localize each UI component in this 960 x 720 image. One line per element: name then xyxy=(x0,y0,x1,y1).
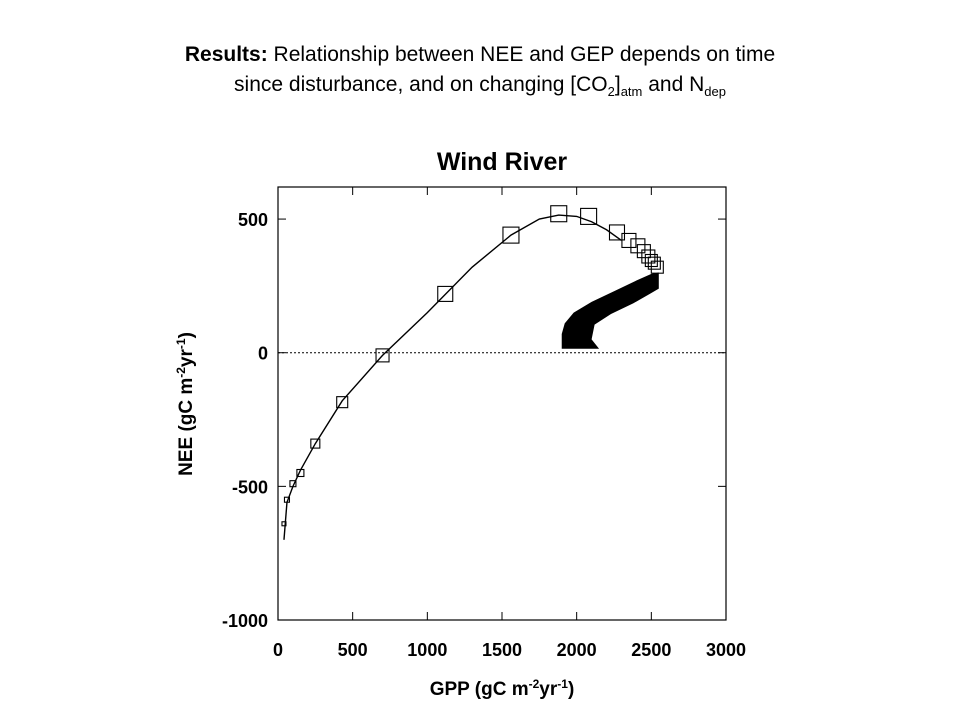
dense-marker-band xyxy=(561,272,659,349)
slide-title-text-2b: ] xyxy=(614,73,621,96)
x-tick-label: 0 xyxy=(273,640,283,660)
chart-title: Wind River xyxy=(437,148,568,176)
y-tick-label: -1000 xyxy=(222,611,268,631)
plot-frame xyxy=(277,186,727,621)
slide-title: Results: Relationship between NEE and GE… xyxy=(0,40,960,107)
slide-title-text-2c: and N xyxy=(642,73,705,96)
slide-title-text-1: Relationship between NEE and GEP depends… xyxy=(273,43,776,66)
y-tick-label: 500 xyxy=(238,210,268,230)
axis-tick-labels: 0 500 1000 1500 2000 2500 3000 500 0 -500 -1000 xyxy=(222,210,746,660)
data-marker xyxy=(550,205,568,223)
x-tick-label: 500 xyxy=(338,640,368,660)
x-tick-label: 2000 xyxy=(557,640,597,660)
y-tick-label: -500 xyxy=(232,477,268,497)
data-marker xyxy=(650,260,664,274)
slide-title-line-1: Results: Relationship between NEE and GE… xyxy=(0,40,960,70)
data-marker xyxy=(636,244,651,259)
x-tick-label: 3000 xyxy=(706,640,746,660)
data-marker xyxy=(281,521,287,527)
x-tick-label: 1000 xyxy=(407,640,447,660)
axis-ticks xyxy=(277,187,727,621)
y-tick-label: 0 xyxy=(258,344,268,364)
data-marker xyxy=(310,438,321,449)
x-axis-title: GPP (gC m-2yr-1) xyxy=(430,677,575,700)
x-tick-label: 2500 xyxy=(631,640,671,660)
slide-title-text-2a: since disturbance, and on changing [CO xyxy=(234,73,608,96)
y-axis-title: NEE (gC m-2yr-1) xyxy=(174,332,197,476)
slide-title-sub-dep: dep xyxy=(704,84,726,100)
data-marker xyxy=(336,396,349,409)
x-tick-label: 1500 xyxy=(482,640,522,660)
data-marker xyxy=(647,256,661,270)
slide-title-sub-co2: 2 xyxy=(607,84,615,100)
fit-curve xyxy=(283,214,622,540)
data-markers xyxy=(281,205,664,527)
slide-title-bold: Results: xyxy=(184,43,268,66)
data-marker xyxy=(502,226,520,244)
data-marker xyxy=(621,232,637,249)
slide-title-line-2: since disturbance, and on changing [CO2]… xyxy=(0,70,960,107)
data-marker xyxy=(437,285,454,302)
data-marker xyxy=(580,207,598,225)
slide-title-sub-atm: atm xyxy=(620,84,643,100)
data-marker xyxy=(375,348,390,363)
